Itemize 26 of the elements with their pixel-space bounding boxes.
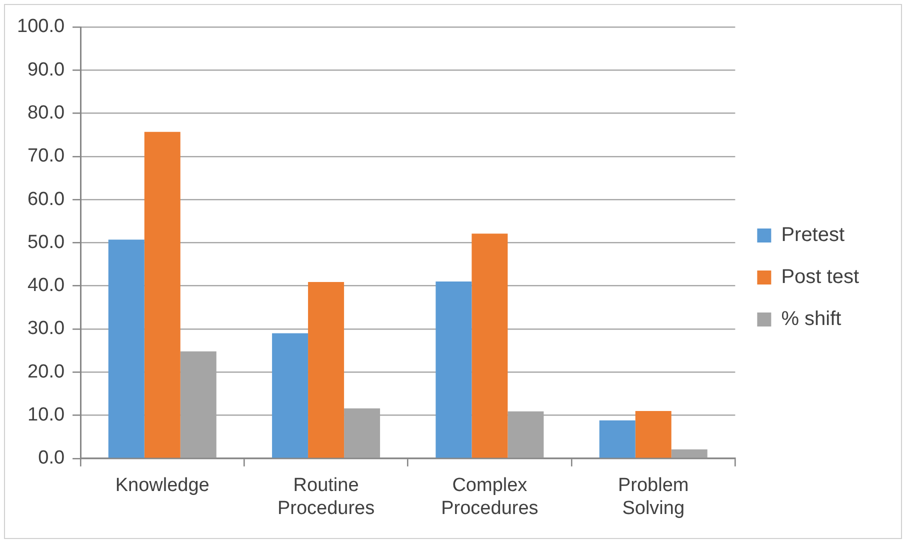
- x-tick-label: Routine Procedures: [277, 475, 375, 519]
- y-tick-label: 100.0: [17, 16, 65, 38]
- bar: [144, 132, 180, 458]
- y-tick-label: 40.0: [28, 275, 65, 296]
- legend-label: Pretest: [781, 224, 845, 246]
- y-tick-label: 60.0: [28, 188, 65, 210]
- legend-label: Post test: [781, 266, 860, 288]
- bar: [436, 282, 472, 458]
- y-tick-label: 0.0: [38, 448, 65, 469]
- bar: [108, 240, 144, 458]
- bar: [308, 282, 344, 458]
- legend-label: % shift: [781, 308, 842, 330]
- y-tick-label: 10.0: [28, 404, 65, 426]
- bar: [599, 420, 636, 458]
- y-tick-label: 30.0: [28, 318, 65, 340]
- bar: [635, 410, 672, 458]
- x-tick-label: Knowledge: [115, 475, 210, 496]
- y-tick-label: 80.0: [28, 102, 65, 124]
- bar: [472, 234, 508, 458]
- y-tick-label: 90.0: [28, 59, 65, 80]
- x-tick-label: Problem Solving: [618, 475, 689, 519]
- y-tick-label: 50.0: [28, 232, 65, 253]
- y-tick-label: 70.0: [28, 146, 65, 167]
- x-tick-label: Complex Procedures: [441, 475, 538, 519]
- bar: [272, 333, 308, 458]
- y-tick-label: 20.0: [28, 361, 65, 382]
